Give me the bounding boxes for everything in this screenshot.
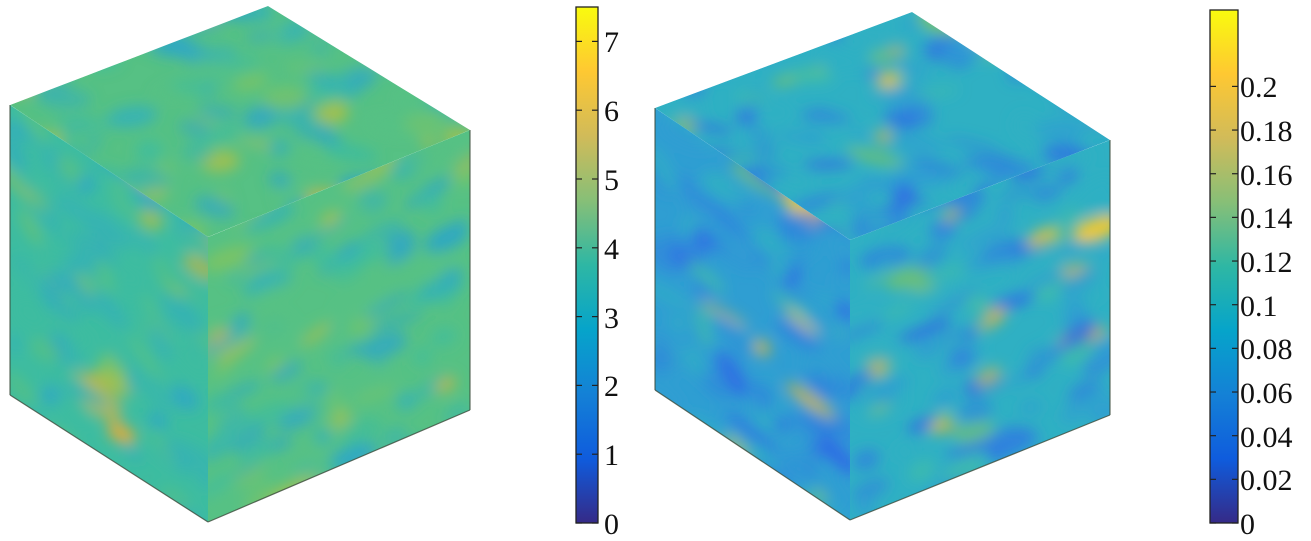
colorbar-tick-label: 0.14 <box>1240 202 1293 236</box>
colorbar-tick-label: 0.16 <box>1240 158 1293 192</box>
colorbar-tick-label: 1 <box>604 439 619 473</box>
cube-face-right <box>208 130 470 522</box>
colorbar-tick-label: 0 <box>604 508 619 541</box>
colorbar-tick-label: 5 <box>604 164 619 197</box>
colorbar-tick-label: 0.08 <box>1240 333 1293 367</box>
colorbar-tick-label: 0.06 <box>1240 377 1293 411</box>
colorbar-tick-label: 3 <box>604 301 619 335</box>
colorbar-tick-label: 0.12 <box>1240 246 1293 280</box>
cube-edges <box>654 108 1111 521</box>
colorbar-tick-label: 0.2 <box>1240 71 1278 105</box>
colorbar-tick-label: 4 <box>604 232 619 266</box>
colorbar-tick-label: 6 <box>604 95 619 129</box>
colorbar-tick-label: 0.18 <box>1240 115 1293 149</box>
left-cube-panel: 0 1 2 3 4 5 6 7 <box>0 0 640 541</box>
cube-face-top <box>655 12 1110 240</box>
colorbar-tick-label: 0.02 <box>1240 464 1293 498</box>
colorbar-gradient <box>575 6 599 524</box>
colorbar-gradient <box>1209 9 1239 524</box>
right-cube-plot <box>654 12 1111 521</box>
colorbar-tick-label: 2 <box>604 370 619 404</box>
colorbar-tick-label: 0.04 <box>1240 420 1293 454</box>
colorbar-tick-label: 0 <box>1240 508 1255 541</box>
left-colorbar <box>575 6 599 524</box>
colorbar-tick-label: 7 <box>604 26 619 60</box>
cube-edges <box>9 105 471 523</box>
left-cube-plot <box>9 6 471 523</box>
right-colorbar <box>1209 9 1239 524</box>
right-cube-panel: 0 0.02 0.04 0.06 0.08 0.1 0.12 0.14 0.16 0.18 0.2 <box>640 0 1311 541</box>
colorbar-tick-label: 0.1 <box>1240 289 1278 323</box>
